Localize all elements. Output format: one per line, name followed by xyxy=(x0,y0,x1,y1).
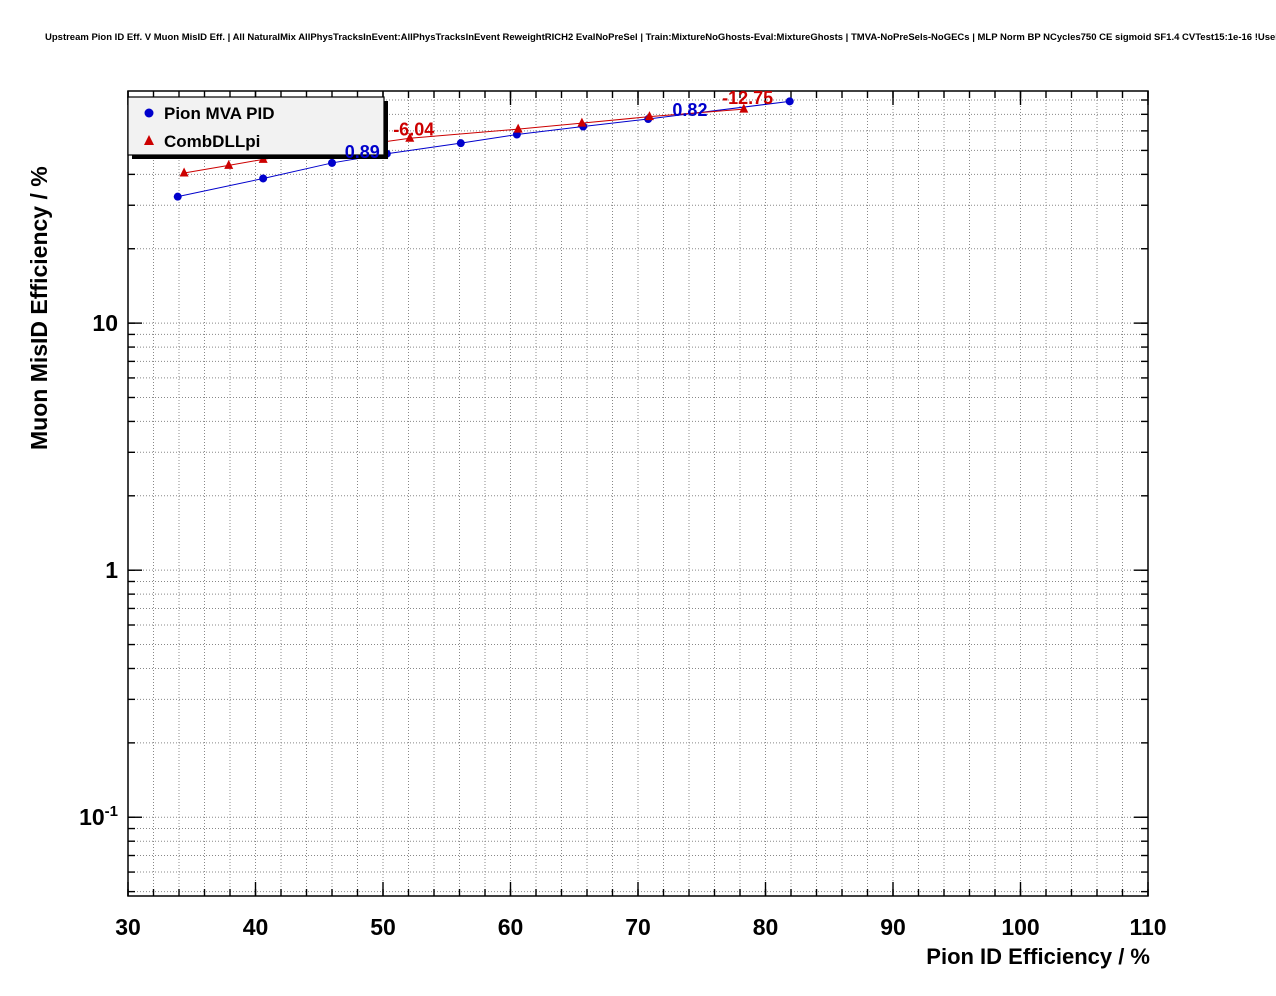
y-tick-label: 10 xyxy=(92,310,118,336)
x-tick-label: 40 xyxy=(243,914,269,940)
cut-annotation: 0.89 xyxy=(345,142,380,162)
x-tick-label: 70 xyxy=(625,914,651,940)
data-point-triangle xyxy=(577,117,587,127)
x-tick-label: 60 xyxy=(498,914,524,940)
x-tick-labels: 30 40 50 60 70 80 90 100 110 xyxy=(115,914,1166,940)
plot-frame xyxy=(127,90,1149,897)
legend-box xyxy=(127,96,385,156)
x-tick-label: 30 xyxy=(115,914,141,940)
data-point-triangle xyxy=(224,159,234,169)
legend-label: CombDLLpi xyxy=(164,132,260,151)
legend: Pion MVA PID CombDLLpi xyxy=(127,96,388,159)
data-point-circle xyxy=(259,174,268,183)
data-point-circle xyxy=(328,158,336,167)
data-point-triangle xyxy=(644,111,654,121)
x-axis-title: Pion ID Efficiency / % xyxy=(926,944,1150,969)
y-tick-label: 10-1 xyxy=(79,803,118,830)
data-point-triangle xyxy=(405,132,415,142)
grid xyxy=(128,91,1148,896)
data-point-triangle xyxy=(144,135,154,145)
data-point-triangle xyxy=(179,167,189,177)
cut-annotation: 0.82 xyxy=(672,100,707,120)
cut-annotation: -6.04 xyxy=(393,119,434,139)
cut-annotation: -12.75 xyxy=(722,88,773,108)
data-point-triangle xyxy=(739,103,749,113)
x-tick-label: 80 xyxy=(753,914,779,940)
x-tick-label: 100 xyxy=(1001,914,1039,940)
y-tick-labels: 10 1 10-1 xyxy=(79,310,118,830)
y-tick-label: 1 xyxy=(105,557,118,583)
data-point-circle xyxy=(456,139,465,148)
data-point-circle xyxy=(785,97,794,106)
x-tick-label: 110 xyxy=(1129,914,1166,940)
data-point-triangle xyxy=(513,123,523,133)
data-point-circle xyxy=(173,192,182,201)
x-tick-label: 50 xyxy=(370,914,396,940)
data-point-circle xyxy=(144,108,154,118)
x-tick-label: 90 xyxy=(880,914,906,940)
legend-label: Pion MVA PID xyxy=(164,104,275,123)
plot-title: Upstream Pion ID Eff. V Muon MisID Eff. … xyxy=(45,32,1276,43)
